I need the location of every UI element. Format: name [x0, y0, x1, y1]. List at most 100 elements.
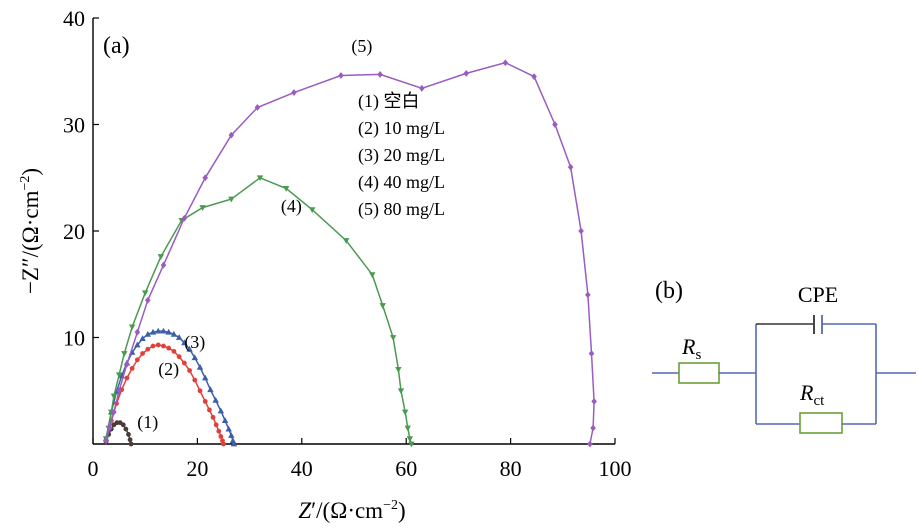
y-tick-label: 40 [63, 6, 85, 31]
series-4 [102, 175, 415, 448]
series-label-2: (2) [158, 359, 179, 380]
data-point [389, 335, 397, 341]
data-point [591, 398, 597, 405]
data-point [140, 351, 145, 356]
data-point [124, 360, 130, 368]
data-point [397, 388, 405, 395]
data-point [202, 374, 209, 381]
data-point [588, 350, 595, 357]
x-tick-label: 100 [599, 456, 632, 481]
data-point [121, 351, 128, 357]
panel-label-a: (a) [103, 33, 130, 59]
data-point [176, 354, 182, 360]
x-axis-label: Z′/(Ω·cm−2) [298, 498, 405, 523]
cpe-label: CPE [798, 282, 838, 307]
data-point [197, 388, 203, 394]
data-point [111, 408, 117, 416]
data-point [587, 440, 593, 448]
series-label-4: (4) [281, 196, 302, 217]
data-point [165, 328, 172, 335]
x-tick-label: 0 [88, 456, 99, 481]
data-point [291, 89, 297, 96]
data-point [395, 367, 402, 373]
series-label-5: (5) [351, 36, 372, 57]
data-point [170, 330, 178, 337]
data-point [116, 387, 122, 395]
data-point [401, 409, 409, 416]
legend-entry-3: (3) 20 mg/L [358, 145, 445, 166]
x-tick-label: 80 [500, 456, 522, 481]
data-point [187, 368, 192, 373]
data-point [229, 437, 237, 444]
data-point [590, 424, 596, 432]
data-point [196, 363, 204, 370]
data-point [134, 341, 141, 348]
series-labels: (1) (2)(3) (4) (5) [137, 36, 372, 433]
y-tick-label: 10 [63, 326, 85, 351]
data-point [254, 104, 261, 111]
data-point [103, 437, 109, 445]
rs-label: Rs [681, 334, 701, 363]
nyquist-plot: 0 20 40 60 80 100 10 20 30 40 (1) (2)(3) (4) (5) (a)… [18, 6, 632, 523]
series-3 [102, 327, 238, 447]
data-point [134, 328, 141, 336]
data-point [149, 328, 157, 335]
data-point [207, 407, 212, 413]
data-point [144, 330, 152, 337]
data-point [256, 175, 264, 182]
data-point [338, 72, 344, 79]
data-point [379, 303, 386, 309]
data-point [124, 375, 130, 381]
data-point [181, 339, 188, 346]
data-point [218, 434, 224, 439]
data-point [552, 121, 558, 128]
data-point [202, 174, 209, 182]
data-point [134, 357, 140, 363]
data-point [192, 377, 198, 383]
data-point [150, 343, 156, 349]
series-layer [102, 59, 597, 448]
series-line [105, 61, 595, 445]
data-point [166, 345, 172, 351]
data-point [282, 186, 290, 192]
data-point [567, 163, 574, 171]
data-point [199, 205, 206, 211]
data-point [142, 290, 149, 297]
data-point [126, 432, 131, 437]
data-point [127, 437, 133, 443]
x-tick-label: 20 [186, 456, 208, 481]
x-tick-label: 60 [395, 456, 417, 481]
series-label-3: (3) [184, 332, 205, 353]
data-point [191, 354, 198, 361]
legend-entry-4: (4) 40 mg/L [358, 172, 445, 193]
data-point [309, 207, 316, 214]
data-point [463, 69, 470, 77]
data-point [230, 440, 238, 447]
legend-entry-5: (5) 80 mg/L [358, 199, 445, 220]
data-point [217, 407, 225, 414]
data-point [128, 324, 136, 331]
data-point [225, 425, 232, 432]
rct-resistor [799, 412, 843, 434]
data-point [213, 422, 219, 428]
data-point [145, 296, 151, 304]
legend: (1) 空白 (2) 10 mg/L (3) 20 mg/L (4) 40 mg… [358, 91, 445, 220]
data-point [578, 227, 584, 235]
y-axis-label: −Z″/(Ω·cm−2) [18, 168, 43, 294]
data-point [181, 360, 187, 366]
data-point [139, 335, 146, 341]
data-point [155, 327, 162, 334]
data-point [404, 425, 411, 432]
data-point [115, 372, 123, 379]
data-point [408, 441, 415, 448]
data-point [585, 291, 591, 299]
data-point [129, 365, 135, 371]
y-tick-label: 20 [63, 219, 85, 244]
data-point [106, 424, 113, 432]
data-point [342, 238, 350, 244]
data-point [175, 334, 183, 340]
legend-entry-2: (2) 10 mg/L [358, 118, 445, 139]
panel-label-b: (b) [655, 278, 683, 304]
data-point [145, 346, 151, 352]
